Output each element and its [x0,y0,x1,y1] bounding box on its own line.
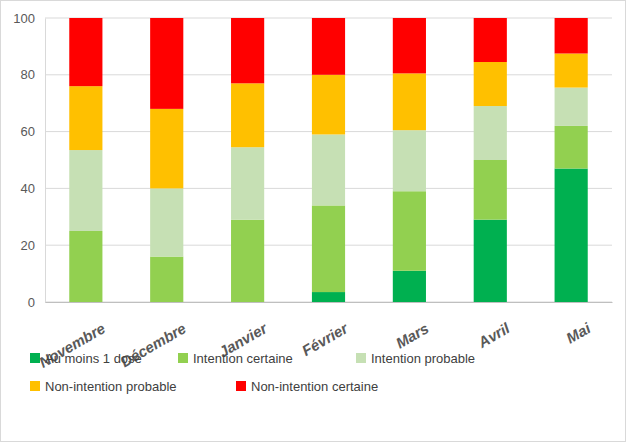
bar-segment [150,188,183,256]
bar-segment [69,86,102,150]
bar-segment [555,54,588,88]
legend-item: Au moins 1 dose [30,351,142,366]
bar-segment [393,191,426,271]
x-tick-label: Mai [563,319,594,347]
legend-label: Intention certaine [193,351,293,366]
y-tick-label: 20 [21,238,35,253]
y-tick: 80 [21,67,45,82]
bar-segment [150,257,183,302]
bar-segment [474,18,507,62]
x-tick: Mai [563,302,594,347]
legend-swatch [356,353,366,363]
bar-segment [555,88,588,126]
legend-item: Intention probable [356,351,475,366]
bar-segment [150,109,183,189]
y-tick: 100 [13,11,45,26]
x-tick-label: Mars [393,319,432,351]
bar-segment [474,106,507,160]
bar-segment [312,134,345,205]
y-tick: 60 [21,124,45,139]
y-tick: 40 [21,181,45,196]
x-tick-label: Avril [474,319,513,351]
legend-swatch [30,353,40,363]
legend-swatch [178,353,188,363]
bar-segment [474,160,507,220]
bar-segment [231,83,264,147]
legend-swatch [236,381,246,391]
bar-segment [393,18,426,73]
bar-segment [231,147,264,219]
bar-segment [69,231,102,302]
chart-frame [1,1,626,442]
legend-item: Non-intention certaine [236,379,378,394]
x-axis-line [46,302,613,303]
legend-label: Intention probable [371,351,475,366]
y-tick-label: 80 [21,67,35,82]
y-tick: 0 [28,295,45,310]
legend-label: Non-intention probable [45,379,177,394]
bar-segment [474,220,507,302]
x-tick: Février [299,302,352,359]
legend-item: Intention certaine [178,351,293,366]
series [69,18,587,109]
legend-label: Au moins 1 dose [45,351,142,366]
x-axis: NovembreDécembreJanvierFévrierMarsAvrilM… [36,302,613,371]
bar-segment [69,18,102,86]
bar-segment [393,271,426,302]
bar-segment [69,150,102,231]
y-tick: 20 [21,238,45,253]
bar-segment [231,220,264,302]
bar-segment [312,205,345,292]
bar-segment [312,292,345,302]
x-tick-label: Février [299,319,352,359]
y-tick-label: 100 [13,11,35,26]
bar-segment [393,73,426,130]
bar-segment [555,18,588,54]
plot: 020406080100NovembreDécembreJanvierFévri… [13,11,612,371]
bar-segment [393,130,426,191]
bar-segment [312,75,345,135]
y-axis: 0 20 40 60 80 100 [13,11,45,310]
bar-segment [312,18,345,75]
series [69,126,587,302]
y-tick-label: 0 [28,295,35,310]
bar-segment [150,18,183,109]
legend: Au moins 1 dose Intention certaine Intenti… [30,351,475,394]
x-tick: Avril [474,302,513,351]
y-tick-label: 40 [21,181,35,196]
y-axis-line [45,19,46,303]
y-tick-label: 60 [21,124,35,139]
legend-swatch [30,381,40,391]
bars [69,18,587,302]
chart: 020406080100NovembreDécembreJanvierFévri… [0,0,626,442]
legend-label: Non-intention certaine [251,379,378,394]
bar-segment [474,62,507,106]
bar-segment [231,18,264,83]
grid [45,18,612,302]
bar-segment [555,126,588,169]
bar-segment [555,169,588,302]
legend-item: Non-intention probable [30,379,177,394]
series [312,169,588,302]
x-tick: Mars [393,302,432,352]
